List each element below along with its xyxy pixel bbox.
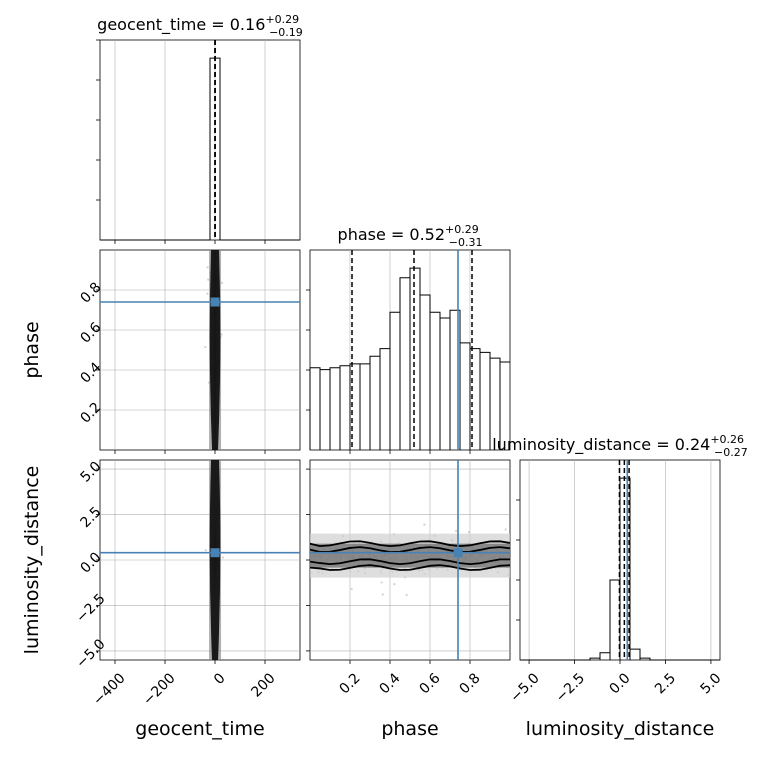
panel-frame <box>99 39 301 241</box>
panel-phase-hist: phase = 0.52+0.29 −0.31 <box>306 223 511 454</box>
sample-point <box>467 531 471 534</box>
panel-frame <box>99 249 301 451</box>
y-tick-label: −5.0 <box>73 636 108 671</box>
x-tick-label: 0.0 <box>607 670 634 697</box>
sample-point <box>405 593 408 597</box>
sample-point <box>207 278 210 281</box>
posterior-samples <box>204 250 224 450</box>
truth-marker <box>210 548 220 558</box>
sample-point <box>206 266 209 269</box>
sample-point <box>454 529 458 533</box>
title-minus: −0.31 <box>449 236 483 249</box>
histogram-step <box>100 57 300 241</box>
x-tick-label: −200 <box>140 670 179 709</box>
sample-point <box>380 581 383 584</box>
sample-point <box>381 593 384 596</box>
y-tick-label: 5.0 <box>77 459 104 486</box>
sample-point <box>221 556 225 559</box>
sample-point <box>204 549 207 552</box>
x-tick-label: 0.4 <box>377 670 404 697</box>
sample-point <box>350 587 353 591</box>
x-tick-label: 5.0 <box>697 670 724 697</box>
x-tick-label: −400 <box>90 670 129 709</box>
y-axis-label-phase: phase <box>21 321 43 378</box>
x-tick-label: 0.8 <box>457 670 484 697</box>
x-tick-label: −2.5 <box>553 670 588 705</box>
density-contour <box>310 546 510 553</box>
x-axis-label-geocent_time: geocent_time <box>135 718 264 740</box>
sample-point <box>204 345 207 349</box>
title-plus: +0.29 <box>265 13 299 26</box>
density-contour <box>310 540 510 548</box>
y-tick-label: 0.6 <box>77 319 104 346</box>
density-contour <box>310 558 510 566</box>
x-tick-label: −5.0 <box>507 670 542 705</box>
sample-point <box>393 583 396 586</box>
title-text: phase = <box>338 225 410 244</box>
y-tick-label: 0.4 <box>77 359 104 386</box>
truth-marker <box>453 548 463 558</box>
title-minus: −0.19 <box>269 26 303 39</box>
panel-title: phase = 0.52+0.29 −0.31 <box>338 223 483 249</box>
title-median: 0.52 <box>409 225 445 244</box>
x-axis-label-phase: phase <box>381 718 438 740</box>
x-tick-label: 0.2 <box>337 670 364 697</box>
title-text: geocent_time = <box>97 15 230 35</box>
title-text: luminosity_distance = <box>492 435 674 455</box>
x-axis-label-luminosity_distance: luminosity_distance <box>526 718 715 740</box>
sample-point <box>423 523 426 526</box>
panel-geocent_time-vs-luminosity_distance: −400 −200 0 200 −5.0 −2.5 0.0 2.5 5.0 <box>73 459 301 709</box>
title-plus: +0.26 <box>710 433 744 446</box>
y-tick-label: −2.5 <box>73 591 108 626</box>
truth-marker <box>210 297 220 307</box>
density-contour <box>310 564 510 571</box>
density-core <box>209 250 221 450</box>
panel-geocent_time-vs-phase: 0.20.40.60.8 <box>77 249 301 454</box>
y-tick-label: 0.2 <box>77 399 104 426</box>
x-tick-label: 2.5 <box>652 670 679 697</box>
density-core <box>209 460 221 660</box>
y-tick-label: 0.0 <box>77 549 104 576</box>
y-tick-label: 2.5 <box>77 504 104 531</box>
x-tick-label: 0 <box>211 670 229 688</box>
sample-point <box>504 528 507 531</box>
title-minus: −0.27 <box>714 446 748 459</box>
panel-title: luminosity_distance = 0.24+0.26 −0.27 <box>492 433 748 459</box>
panel-phase-vs-luminosity_distance: 0.2 0.4 0.6 0.8 <box>306 459 511 697</box>
title-median: 0.16 <box>230 15 266 34</box>
panel-title: geocent_time = 0.16+0.29 −0.19 <box>97 13 303 39</box>
posterior-samples <box>310 523 510 597</box>
x-tick-label: 0.6 <box>417 670 444 697</box>
panel-geocent_time-hist: geocent_time = 0.16+0.29 −0.19 <box>96 13 303 244</box>
panel-luminosity_distance-hist: −5.0 −2.5 0.0 2.5 5.0 luminosity_distance = 0… <box>492 433 748 706</box>
title-plus: +0.29 <box>445 223 479 236</box>
sample-point <box>206 292 209 295</box>
y-axis-label-luminosity_distance: luminosity_distance <box>21 466 43 655</box>
title-median: 0.24 <box>675 435 711 454</box>
sample-point <box>220 281 224 284</box>
x-tick-label: 200 <box>248 670 278 700</box>
